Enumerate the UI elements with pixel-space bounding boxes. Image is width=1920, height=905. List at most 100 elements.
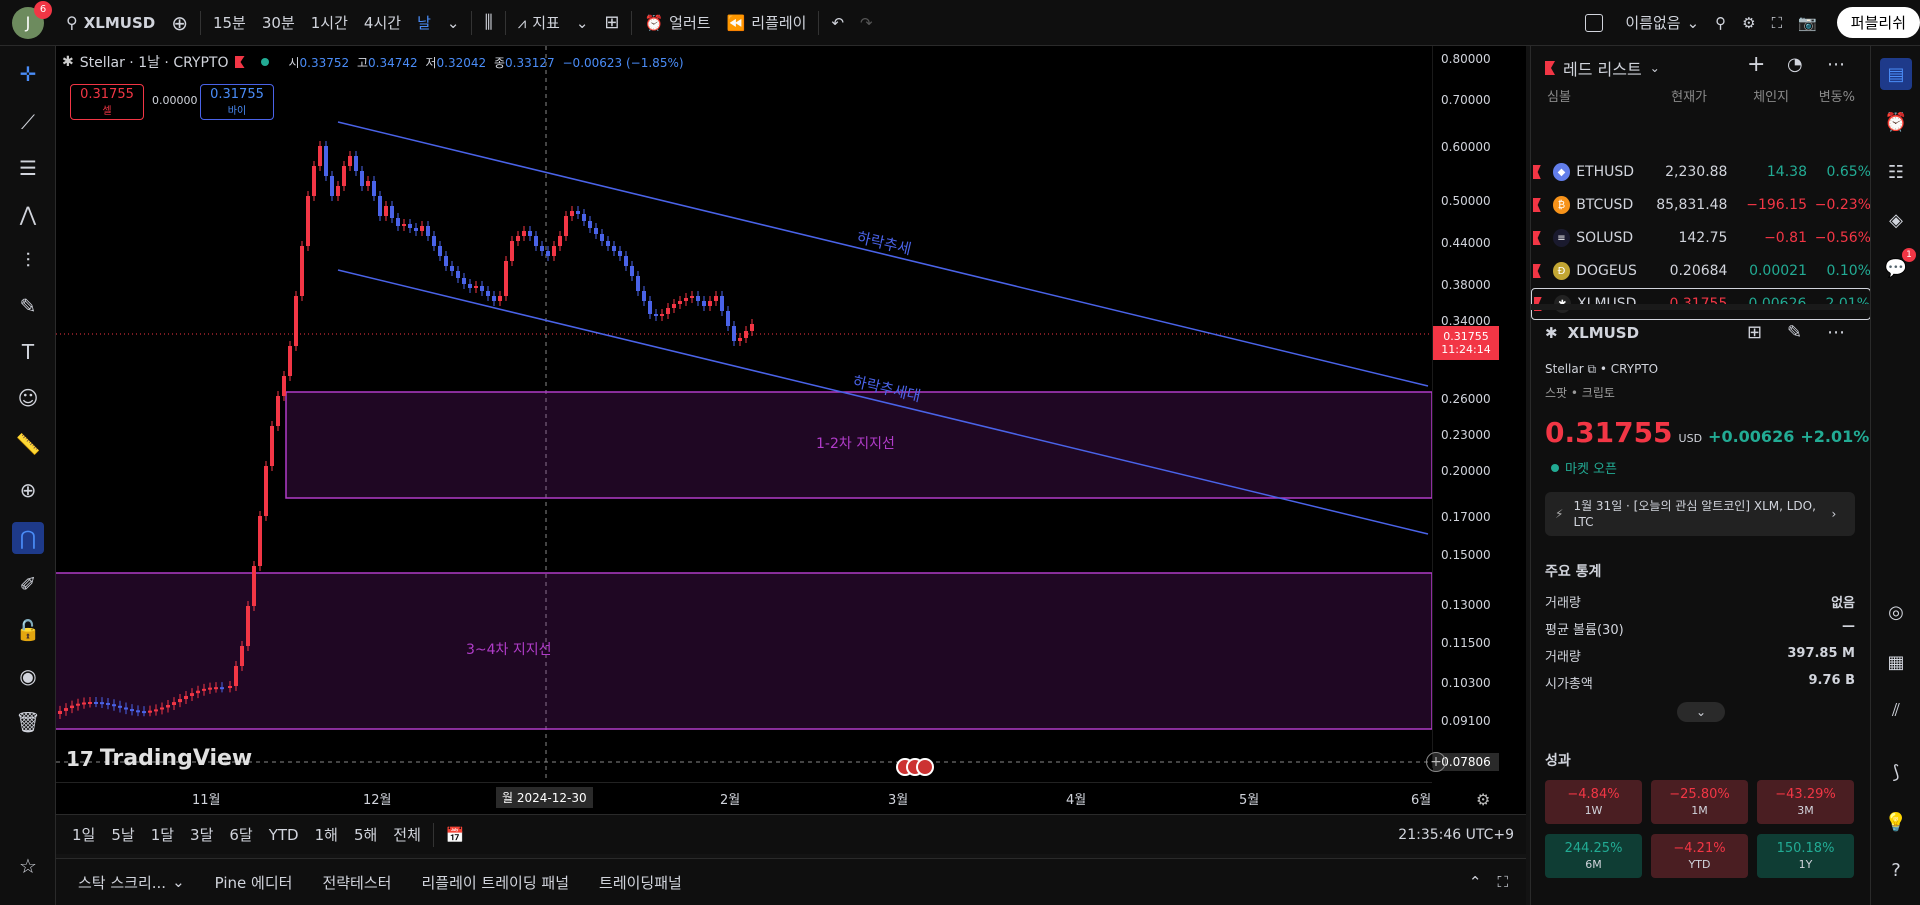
trash-icon[interactable]: 🗑: [15, 710, 41, 734]
alerts-button[interactable]: ⏰ 얼러트: [636, 12, 718, 33]
watchlist-icon[interactable]: ▤: [1880, 58, 1912, 90]
channel-upper-line[interactable]: [337, 121, 1429, 387]
layers-icon[interactable]: ◈: [1889, 209, 1903, 231]
user-avatar[interactable]: J 6: [12, 0, 52, 39]
range-5y[interactable]: 5해: [353, 826, 378, 844]
help-icon[interactable]: ?: [1891, 859, 1901, 881]
details-symbol[interactable]: XLMUSD: [1567, 324, 1640, 342]
perf-1y[interactable]: 150.18% 1Y: [1757, 834, 1854, 878]
legend-title[interactable]: Stellar · 1날 · CRYPTO: [79, 55, 229, 71]
replay-button[interactable]: ⏪ 리플레이: [719, 12, 815, 33]
col-change-pct[interactable]: 변동%: [1818, 90, 1855, 105]
lock-icon[interactable]: 🔓: [15, 618, 41, 642]
details-name[interactable]: Stellar: [1545, 362, 1584, 376]
indicators-dropdown[interactable]: ⌄: [568, 14, 597, 32]
interval-15m[interactable]: 15분: [212, 14, 246, 32]
bulb-icon[interactable]: 💡: [1884, 811, 1908, 833]
date-range-icon[interactable]: 📅: [445, 825, 465, 844]
price-chart[interactable]: 하락추세 하락추세대 1-2차 지지선 3~4차 지지선: [56, 46, 1432, 782]
range-ytd[interactable]: YTD: [268, 825, 299, 844]
trendline-tool-icon[interactable]: ⟋: [21, 110, 35, 134]
interval-1d[interactable]: 날: [417, 14, 431, 32]
compare-add-button[interactable]: ⊕: [163, 11, 196, 35]
perf-ytd[interactable]: −4.21% YTD: [1651, 834, 1748, 878]
publish-button[interactable]: 퍼블리쉬: [1836, 7, 1920, 38]
range-3m[interactable]: 3달: [190, 826, 214, 844]
flag-icon[interactable]: [1533, 165, 1541, 179]
eye-icon[interactable]: ◉: [19, 664, 37, 688]
maximize-panel-icon[interactable]: ⛶: [1497, 873, 1508, 891]
chart-line-icon[interactable]: ⫽: [1891, 699, 1901, 721]
col-change[interactable]: 체인지: [1753, 90, 1789, 105]
watchlist-row[interactable]: ₿ BTCUSD 85,831.48 −196.15 −0.23%: [1531, 189, 1871, 221]
add-price-line-button[interactable]: +: [1426, 752, 1446, 772]
chart-canvas[interactable]: 하락추세 하락추세대 1-2차 지지선 3~4차 지지선 ✱ Stellar ·…: [56, 46, 1526, 814]
chart-settings-icon[interactable]: ⚙: [1476, 790, 1491, 809]
snapshot-button[interactable]: 📷: [1790, 14, 1825, 32]
broadcast-icon[interactable]: ⟆: [1892, 761, 1900, 783]
external-link-icon[interactable]: ⧉: [1587, 362, 1597, 376]
watchlist-row[interactable]: ◆ ETHUSD 2,230.88 14.38 0.65%: [1531, 156, 1871, 188]
magnet-tool-icon[interactable]: ⋂: [12, 522, 44, 554]
interval-dropdown[interactable]: ⌄: [439, 14, 468, 32]
perf-3m[interactable]: −43.29% 3M: [1757, 780, 1854, 824]
tab-strategy-tester[interactable]: 전략테스터: [322, 873, 392, 892]
range-5d[interactable]: 5날: [111, 826, 135, 844]
chat-icon[interactable]: 💬 1: [1880, 248, 1916, 284]
perf-1w[interactable]: −4.84% 1W: [1545, 780, 1642, 824]
buy-button[interactable]: 0.31755 바이: [200, 84, 274, 120]
flag-icon[interactable]: [234, 56, 245, 68]
support-zone-1-2[interactable]: [285, 391, 1432, 499]
add-symbol-icon[interactable]: +: [1747, 52, 1766, 77]
fullscreen-button[interactable]: ⛶: [1764, 14, 1791, 32]
text-tool-icon[interactable]: T: [21, 340, 35, 364]
projection-tool-icon[interactable]: ⫶: [25, 248, 31, 272]
tab-trading-panel[interactable]: 트레이딩패널: [599, 873, 682, 892]
perf-6m[interactable]: 244.25% 6M: [1545, 834, 1642, 878]
flag-icon[interactable]: [1533, 231, 1541, 245]
tab-stock-screener[interactable]: 스탁 스크리... ⌄: [70, 872, 193, 893]
layout-name-button[interactable]: 이름없음 ⌄: [1577, 12, 1707, 33]
interval-30m[interactable]: 30분: [261, 14, 295, 32]
target-icon[interactable]: ◎: [1888, 601, 1904, 623]
interval-1h[interactable]: 1시간: [310, 14, 348, 32]
brush-tool-icon[interactable]: ✎: [19, 294, 37, 318]
watchlist-row[interactable]: ≡ SOLUSD 142.75 −0.81 −0.56%: [1531, 222, 1871, 254]
redo-button[interactable]: ↷: [852, 14, 881, 32]
watchlist-header[interactable]: 레드 리스트 ⌄: [1545, 56, 1660, 80]
grid-icon[interactable]: ⊞: [1747, 322, 1763, 343]
pattern-tool-icon[interactable]: ⋀: [19, 202, 37, 226]
layouts-button[interactable]: ⊞: [596, 12, 627, 33]
collapse-panel-icon[interactable]: ⌃: [1468, 873, 1482, 891]
col-price[interactable]: 현재가: [1671, 90, 1707, 105]
emoji-tool-icon[interactable]: ☺: [17, 386, 39, 410]
col-symbol[interactable]: 심볼: [1547, 90, 1571, 105]
edit-icon[interactable]: ✎: [1787, 322, 1803, 343]
sell-button[interactable]: 0.31755 셀: [70, 84, 144, 120]
chart-pie-icon[interactable]: ◔: [1787, 54, 1803, 75]
range-6m[interactable]: 6달: [229, 826, 253, 844]
channel-lower-line[interactable]: [337, 269, 1429, 535]
range-1y[interactable]: 1해: [314, 826, 338, 844]
time-axis[interactable]: 11월 12월 2월 3월 4월 5월 6월 월 2024-12-30: [56, 782, 1432, 814]
ruler-tool-icon[interactable]: 📏: [15, 432, 41, 456]
quick-search-button[interactable]: ⚲: [1707, 14, 1734, 32]
interval-4h[interactable]: 4시간: [363, 14, 402, 32]
indicators-button[interactable]: ⩘ 지표: [510, 12, 568, 33]
watchlist-row[interactable]: Ð DOGEUS 0.20684 0.00021 0.10%: [1531, 255, 1871, 287]
expand-stats-button[interactable]: ⌄: [1677, 702, 1725, 722]
object-tree-icon[interactable]: ☷: [1887, 161, 1905, 183]
price-axis[interactable]: 0.80000 0.70000 0.60000 0.50000 0.44000 0.380…: [1432, 46, 1526, 771]
flag-icon[interactable]: [1533, 264, 1541, 278]
more-icon[interactable]: ⋯: [1827, 54, 1845, 75]
fib-tool-icon[interactable]: ☰: [19, 156, 37, 180]
clock[interactable]: 21:35:46 UTC+9: [1398, 826, 1514, 843]
symbol-search[interactable]: ⚲ XLMUSD: [58, 13, 163, 32]
tab-replay-panel[interactable]: 리플레이 트레이딩 패널: [421, 873, 570, 892]
news-card[interactable]: ⚡ 1월 31일 · [오늘의 관심 알트코인] XLM, LDO, LTC ›: [1545, 492, 1855, 536]
undo-button[interactable]: ↶: [823, 14, 852, 32]
support-zone-3-4[interactable]: [56, 572, 1432, 730]
alert-clock-icon[interactable]: ⏰: [1884, 111, 1908, 133]
tab-pine-editor[interactable]: Pine 에디터: [214, 873, 293, 892]
events-markers[interactable]: [896, 758, 934, 776]
